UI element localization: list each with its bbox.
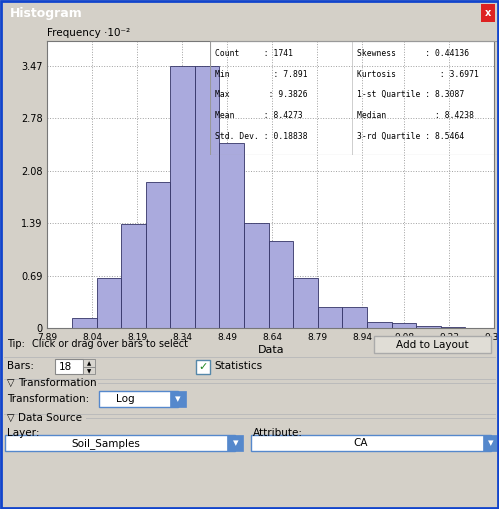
FancyBboxPatch shape [170, 391, 186, 407]
Text: Transformation: Transformation [18, 378, 97, 388]
Text: Kurtosis         : 3.6971: Kurtosis : 3.6971 [357, 70, 479, 78]
Bar [293, 277, 318, 328]
Text: Tip:: Tip: [7, 340, 25, 349]
Text: Attribute:: Attribute: [252, 428, 302, 438]
Text: ▲: ▲ [87, 361, 91, 366]
Text: Frequency ·10⁻²: Frequency ·10⁻² [47, 28, 131, 38]
Text: Std. Dev. : 0.18838: Std. Dev. : 0.18838 [216, 132, 308, 141]
Text: Mean      : 8.4273: Mean : 8.4273 [216, 111, 303, 120]
Bar [220, 143, 244, 328]
Bar [392, 323, 416, 328]
Bar [97, 277, 121, 328]
Text: 1-st Quartile : 8.3087: 1-st Quartile : 8.3087 [357, 91, 464, 99]
Bar [170, 66, 195, 328]
Text: Histogram: Histogram [9, 7, 82, 20]
Text: Skewness      : 0.44136: Skewness : 0.44136 [357, 49, 469, 58]
Text: Statistics: Statistics [214, 361, 262, 371]
Text: Add to Layout: Add to Layout [396, 341, 469, 350]
FancyBboxPatch shape [481, 4, 495, 22]
Text: ▼: ▼ [87, 369, 91, 374]
Text: ▾: ▾ [233, 438, 238, 448]
Bar [367, 322, 392, 328]
Text: Layer:: Layer: [7, 428, 39, 438]
Text: Log: Log [116, 394, 135, 404]
FancyBboxPatch shape [250, 435, 491, 451]
Text: Transformation:: Transformation: [7, 394, 89, 404]
FancyBboxPatch shape [99, 391, 178, 407]
Text: ▽: ▽ [7, 378, 14, 388]
Text: Max        : 9.3826: Max : 9.3826 [216, 91, 308, 99]
Text: Min         : 7.891: Min : 7.891 [216, 70, 308, 78]
Bar [268, 241, 293, 328]
Bar [416, 326, 441, 328]
Text: 18: 18 [59, 362, 72, 372]
Text: 3-rd Quartile : 8.5464: 3-rd Quartile : 8.5464 [357, 132, 464, 141]
FancyBboxPatch shape [374, 336, 491, 353]
Bar [146, 182, 170, 328]
Text: CA: CA [353, 438, 368, 448]
X-axis label: Data: Data [257, 345, 284, 355]
Bar [121, 224, 146, 328]
Text: Count     : 1741: Count : 1741 [216, 49, 293, 58]
FancyBboxPatch shape [483, 435, 499, 451]
FancyBboxPatch shape [83, 367, 95, 374]
FancyBboxPatch shape [54, 359, 83, 374]
Bar [441, 327, 465, 328]
Bar [342, 307, 367, 328]
FancyBboxPatch shape [83, 359, 95, 367]
FancyBboxPatch shape [5, 435, 236, 451]
Bar [72, 319, 97, 328]
FancyBboxPatch shape [227, 435, 244, 451]
Bar [195, 66, 220, 328]
Text: ▾: ▾ [488, 438, 494, 448]
Text: ✓: ✓ [198, 362, 208, 372]
Text: ▾: ▾ [175, 394, 181, 404]
Text: Median          : 8.4238: Median : 8.4238 [357, 111, 474, 120]
FancyBboxPatch shape [196, 360, 210, 374]
Bar [318, 307, 342, 328]
Text: Bars:: Bars: [7, 361, 34, 371]
Text: Data Source: Data Source [18, 413, 82, 423]
Text: Click or drag over bars to select: Click or drag over bars to select [32, 340, 188, 349]
Text: Soil_Samples: Soil_Samples [72, 438, 141, 448]
Text: x: x [485, 8, 491, 18]
Bar [244, 223, 268, 328]
Text: ▽: ▽ [7, 413, 14, 423]
